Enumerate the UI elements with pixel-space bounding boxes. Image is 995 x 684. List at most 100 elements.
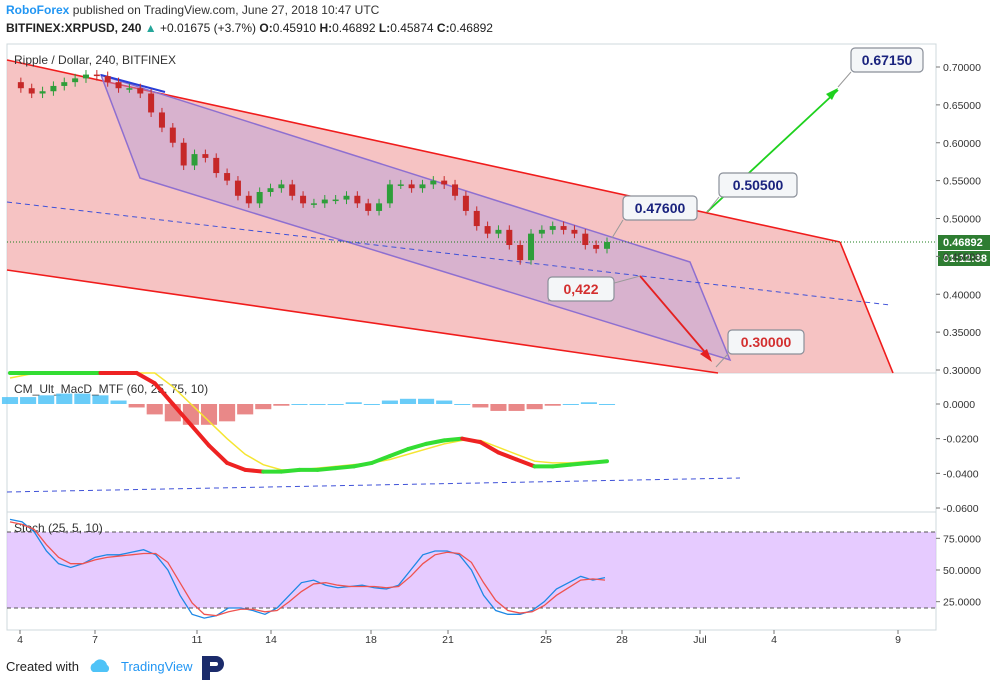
- annotation-pointer: [837, 71, 852, 88]
- candle-body: [224, 173, 231, 181]
- time-axis-label: 25: [540, 634, 552, 646]
- candle-body: [28, 88, 35, 94]
- candle-body: [354, 195, 361, 204]
- macd-histogram-bar: [363, 404, 380, 405]
- macd-axis-label: -0.0200: [943, 434, 979, 446]
- candle-body: [473, 210, 480, 227]
- price-axis-label: 0.35000: [943, 327, 981, 339]
- stoch-axis-label: 50.0000: [943, 565, 981, 577]
- candle-body: [441, 180, 448, 185]
- candle-body: [386, 184, 393, 204]
- annotation-label: 0.47600: [635, 200, 686, 216]
- macd-histogram-bar: [490, 404, 507, 411]
- macd-histogram-bar: [598, 404, 616, 405]
- candle-body: [538, 229, 545, 234]
- published-text: published on TradingView.com, June 27, 2…: [72, 3, 380, 17]
- annotation-label: 0.67150: [862, 52, 913, 68]
- macd-histogram-bar: [128, 404, 145, 408]
- candle-body: [571, 229, 578, 234]
- macd-line-segment: [478, 440, 501, 455]
- macd-histogram-bar: [273, 404, 290, 406]
- candle-body: [93, 74, 100, 77]
- candle-body: [517, 245, 524, 261]
- macd-pane-title: CM_Ult_MacD_MTF (60, 25, 75, 10): [14, 382, 208, 396]
- annotation-pointer: [706, 196, 720, 213]
- macd-histogram-bar: [291, 404, 308, 405]
- macd-histogram-bar: [255, 404, 272, 410]
- candle-body: [202, 154, 209, 158]
- macd-line-segment: [351, 460, 374, 469]
- candle-body: [397, 184, 404, 186]
- chart-canvas[interactable]: Ripple / Dollar, 240, BITFINEX CM_Ult_Ma…: [0, 0, 995, 650]
- candle-body: [408, 184, 415, 189]
- annotation-box: [718, 172, 798, 198]
- candle-body: [137, 88, 144, 94]
- candle-body: [549, 226, 556, 230]
- macd-line-segment: [369, 454, 392, 465]
- macd-line-segment: [333, 464, 356, 471]
- macd-line-segment: [225, 460, 248, 472]
- candle-body: [267, 188, 274, 192]
- low-value: 0.45874: [390, 21, 434, 35]
- change-value: +0.01675 (+3.7%): [159, 21, 257, 35]
- brand-name[interactable]: RoboForex: [6, 3, 70, 17]
- macd-histogram-bar: [1, 397, 19, 404]
- macd-line-segment: [188, 422, 211, 448]
- stoch-axis-label: 75.0000: [943, 533, 981, 545]
- channel-right-line: [839, 241, 894, 374]
- macd-line-segment: [170, 402, 193, 427]
- open-value: 0.45910: [272, 21, 317, 35]
- macd-histogram-bar: [436, 400, 453, 404]
- candle-body: [191, 154, 198, 166]
- last-price-label: 0.46892: [943, 237, 983, 249]
- trend-line-top: [100, 74, 166, 93]
- candle-body: [452, 184, 459, 196]
- macd-histogram-bar: [508, 404, 525, 411]
- price-axis-label: 0.60000: [943, 138, 981, 150]
- macd-axis-label: 0.0000: [943, 399, 975, 411]
- candle-body: [300, 195, 307, 204]
- candle-body: [365, 203, 372, 211]
- tradingview-link[interactable]: TradingView: [120, 658, 193, 674]
- candle-body: [310, 203, 317, 205]
- countdown-label: 01:12:38: [943, 253, 987, 265]
- macd-histogram-bar: [562, 404, 579, 405]
- macd-line-segment: [134, 371, 157, 386]
- price-axis-label: 0.65000: [943, 100, 981, 112]
- macd-histogram-bar: [418, 398, 435, 404]
- candle-body: [332, 199, 339, 202]
- low-label: L:: [378, 21, 391, 35]
- candle-body: [528, 233, 535, 261]
- candle-body: [72, 78, 79, 83]
- time-axis-label: 4: [17, 634, 23, 646]
- time-axis-label: Jul: [693, 634, 706, 646]
- bear-channel: [7, 60, 893, 373]
- candle-body: [39, 91, 46, 94]
- time-axis-label: 28: [616, 634, 628, 646]
- close-label: C:: [436, 21, 450, 35]
- macd-histogram-bar: [454, 404, 471, 405]
- candle-body: [495, 229, 502, 234]
- macd-line-segment: [152, 381, 175, 406]
- candle-body: [82, 74, 89, 79]
- macd-histogram-bar: [381, 400, 398, 404]
- price-pane-title: Ripple / Dollar, 240, BITFINEX: [14, 53, 176, 67]
- macd-histogram-bar: [237, 404, 254, 415]
- candle-body: [234, 180, 241, 196]
- stoch-pane-title: Stoch (25, 5, 10): [14, 521, 103, 535]
- candle-body: [256, 191, 263, 204]
- time-axis-label: 18: [365, 634, 377, 646]
- candle-body: [604, 241, 610, 249]
- time-axis-label: 4: [771, 634, 777, 646]
- candle-body: [506, 229, 513, 246]
- macd-line-segment: [550, 462, 573, 469]
- candle-body: [419, 184, 426, 189]
- candle-body: [50, 85, 57, 92]
- macd-line-segment: [514, 457, 537, 469]
- time-axis-label: 7: [92, 634, 98, 646]
- candle-body: [593, 245, 600, 249]
- bull-arrow-head-icon: [826, 88, 838, 100]
- annotation-box: [622, 195, 698, 221]
- candle-body: [462, 195, 469, 211]
- annotation-label: 0.30000: [741, 334, 792, 350]
